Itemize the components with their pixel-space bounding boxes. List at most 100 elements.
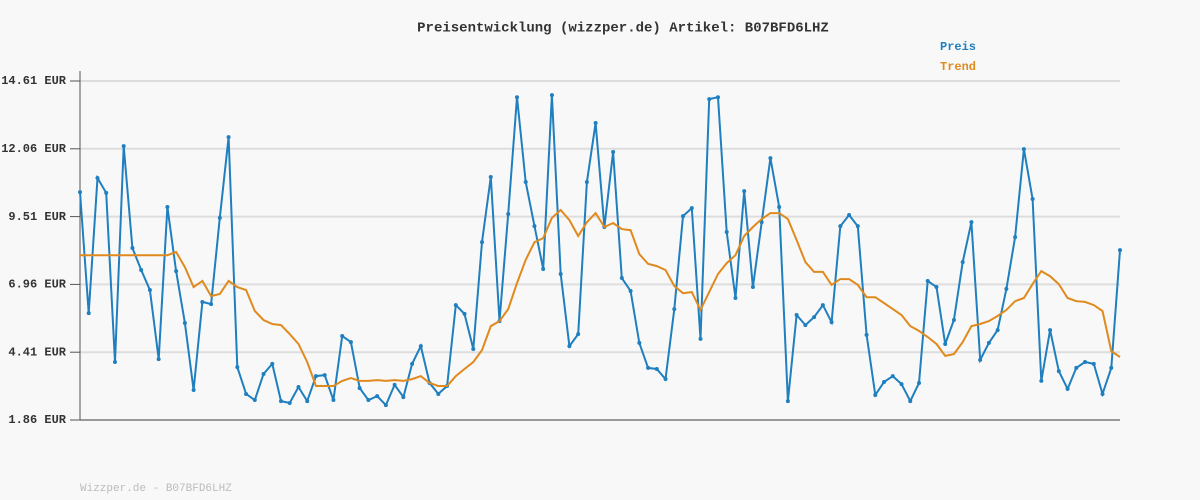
data-point [156,357,161,362]
data-point [480,240,485,245]
data-point [1091,361,1096,366]
data-point [742,189,747,194]
data-point [235,365,240,370]
data-point [1074,365,1079,370]
data-point [270,361,275,366]
data-point [331,398,336,403]
data-point [969,220,974,225]
data-point [226,135,231,140]
data-point [951,318,956,323]
data-point [576,332,581,337]
data-point [1065,386,1070,391]
data-point [654,366,659,371]
data-point [191,387,196,392]
data-point [637,340,642,345]
data-point [803,323,808,328]
data-point [165,205,170,210]
data-point [829,320,834,325]
data-point [558,272,563,277]
data-point [619,276,624,281]
data-point [567,344,572,349]
legend-label: Trend [940,60,976,74]
data-point [514,95,519,100]
data-point [777,205,782,210]
data-point [750,285,755,290]
data-point [1004,286,1009,291]
data-point [418,344,423,349]
data-point [733,295,738,300]
y-tick-label: 6.96 EUR [8,278,66,292]
data-point [1100,391,1105,396]
data-point [611,149,616,154]
data-point [340,333,345,338]
data-point [934,285,939,290]
y-tick-label: 14.61 EUR [1,74,67,88]
data-point [252,398,257,403]
data-point [794,312,799,317]
data-point [890,374,895,379]
data-point [847,213,852,218]
legend-label: Preis [940,40,976,54]
data-point [916,381,921,386]
chart-title: Preisentwicklung (wizzper.de) Artikel: B… [417,21,829,37]
data-point [584,180,589,185]
data-point [287,400,292,405]
data-point [217,215,222,220]
data-point [139,268,144,273]
y-tick-label: 4.41 EUR [8,345,66,359]
data-point [305,399,310,404]
data-point [1030,197,1035,202]
data-point [296,385,301,390]
data-point [104,190,109,195]
data-point [1039,378,1044,383]
data-point [628,289,633,294]
data-point [279,399,284,404]
data-point [864,332,869,337]
data-point [541,266,546,271]
data-point [261,372,266,377]
data-point [1056,369,1061,374]
data-point [698,336,703,341]
data-point [715,95,720,100]
data-point [593,121,598,126]
data-point [1109,365,1114,370]
data-point [392,382,397,387]
data-point [820,303,825,308]
data-point [899,382,904,387]
data-point [995,328,1000,333]
data-point [506,211,511,216]
data-point [95,176,100,181]
data-point [244,391,249,396]
data-point [462,311,467,316]
data-point [78,190,82,195]
series-line [80,208,1121,387]
data-point [986,340,991,345]
data-point [523,180,528,185]
data-point [366,398,371,403]
data-point [1013,235,1018,240]
data-point [322,373,327,378]
data-point [960,260,965,265]
data-point [121,144,126,149]
data-point [357,386,362,391]
data-point [410,361,415,366]
source-note: Wizzper.de - B07BFD6LHZ [80,483,232,495]
data-point [471,347,476,352]
data-point [681,214,686,219]
data-point [375,394,380,399]
data-point [1048,328,1053,333]
data-point [209,302,214,307]
data-point [855,224,860,229]
data-point [724,230,729,235]
y-tick-label: 9.51 EUR [8,210,66,224]
data-point [943,341,948,346]
data-point [768,156,773,161]
data-point [1083,360,1088,365]
data-point [401,395,406,400]
data-point [112,360,117,365]
data-point [812,315,817,320]
data-point [174,269,179,274]
data-point [436,391,441,396]
